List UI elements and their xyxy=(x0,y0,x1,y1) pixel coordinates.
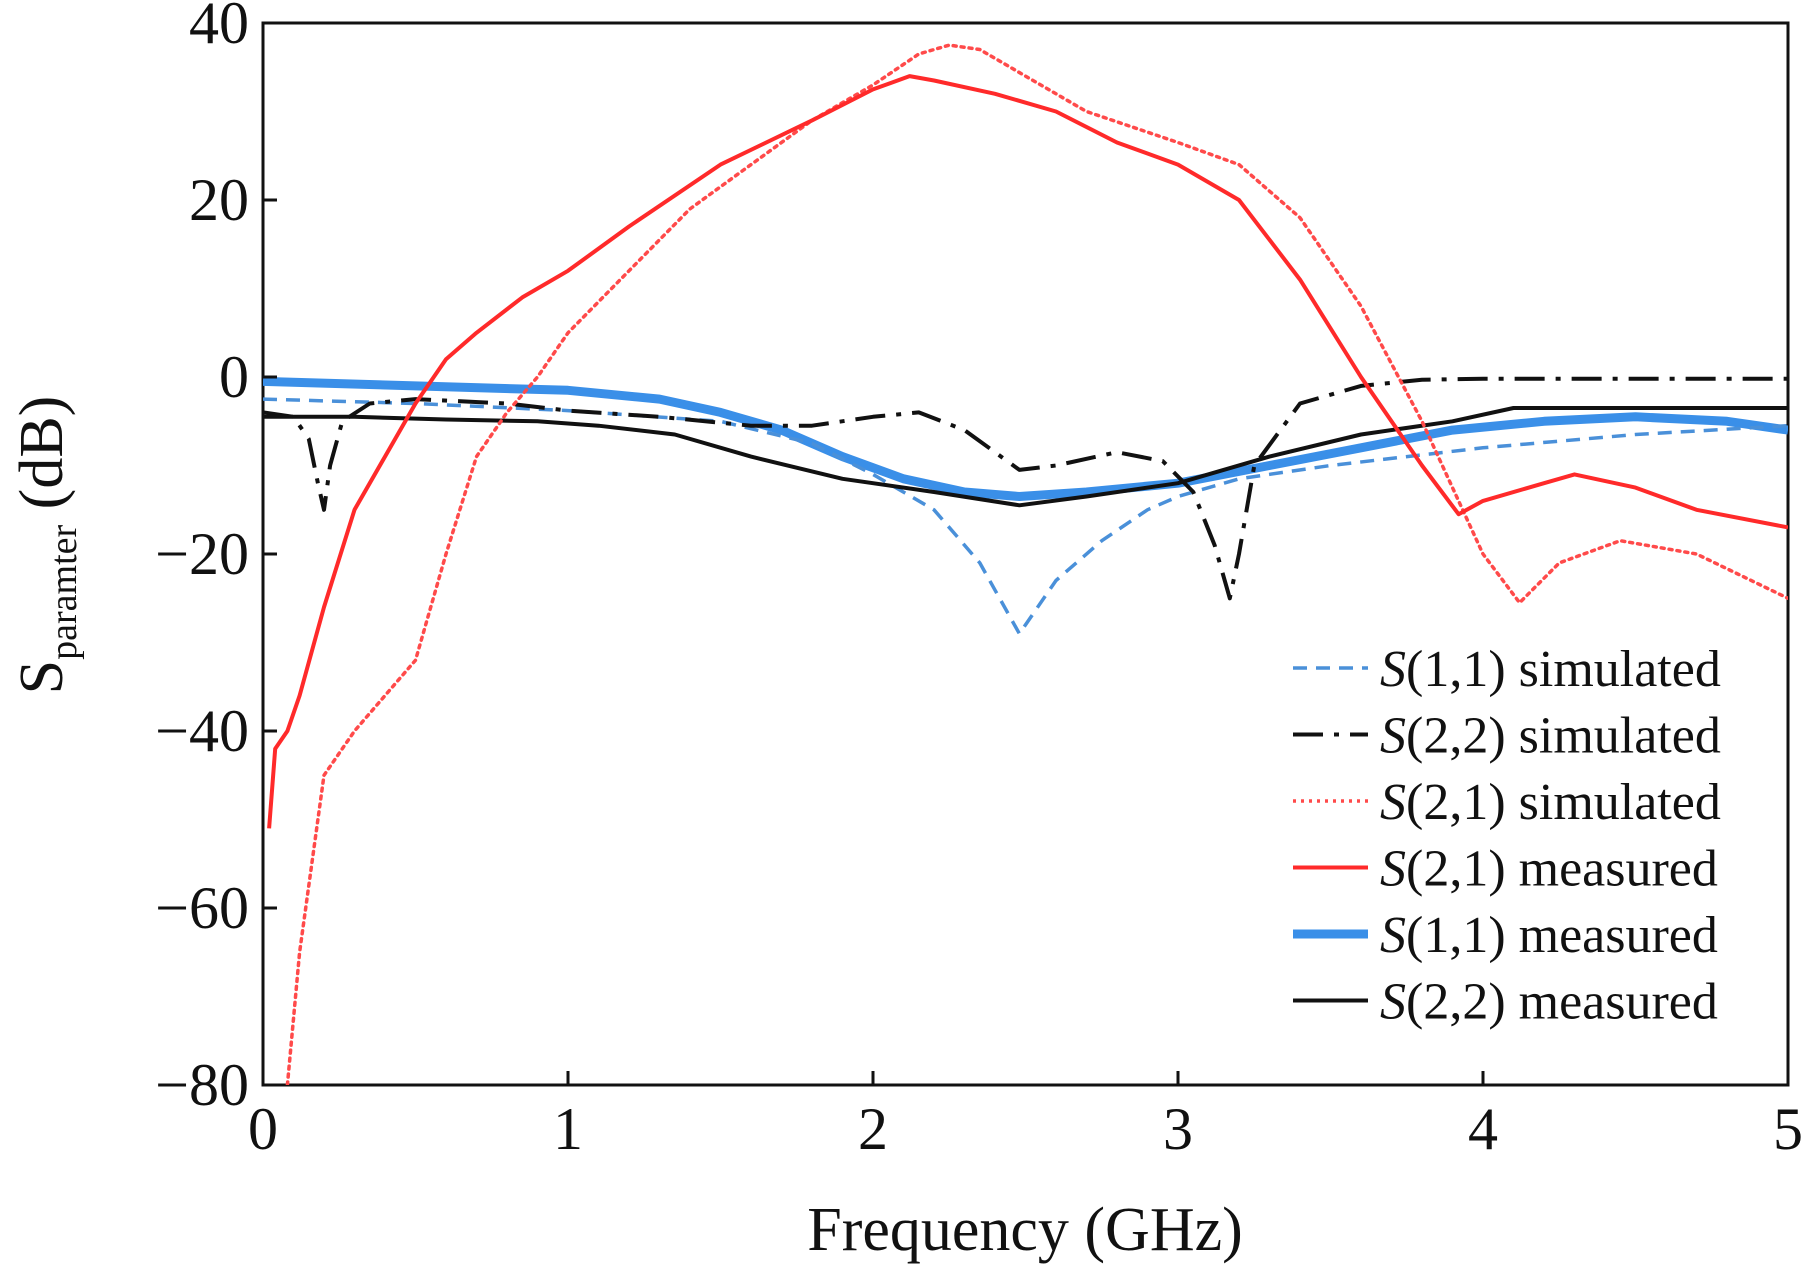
y-axis-title-subscript: paramter xyxy=(43,524,85,659)
legend-param: S xyxy=(1380,974,1406,1031)
legend-label: S(2,2) measured xyxy=(1380,974,1718,1031)
legend-label: S(1,1) simulated xyxy=(1380,641,1721,698)
series-line-5 xyxy=(263,406,1788,508)
legend-label: S(1,1) measured xyxy=(1380,907,1718,964)
legend-rest: (2,2) measured xyxy=(1406,974,1718,1031)
y-tick-label: −20 xyxy=(155,521,249,587)
y-axis-title-suffix: (dB) xyxy=(8,396,76,525)
legend-rest: (1,1) simulated xyxy=(1406,641,1721,698)
x-axis-title: Frequency (GHz) xyxy=(807,1196,1243,1264)
x-axis: 0 1 2 3 4 5 xyxy=(248,1071,1803,1162)
legend-rest: (2,1) simulated xyxy=(1406,774,1721,831)
legend-rest: (2,2) simulated xyxy=(1406,708,1721,765)
x-tick-label: 4 xyxy=(1468,1096,1498,1162)
y-tick-label: 20 xyxy=(189,167,249,233)
legend-rest: (1,1) measured xyxy=(1406,907,1718,964)
y-tick-label: −60 xyxy=(155,875,249,941)
y-axis-title-base: S xyxy=(8,660,76,694)
legend-label: S(2,2) simulated xyxy=(1380,708,1721,765)
series-line-0 xyxy=(263,397,1788,636)
series-line-2 xyxy=(285,43,1788,1085)
series-layer xyxy=(263,43,1788,1085)
x-tick-label: 0 xyxy=(248,1096,278,1162)
x-tick-label: 1 xyxy=(553,1096,583,1162)
legend-param: S xyxy=(1380,841,1406,898)
legend-label: S(2,1) simulated xyxy=(1380,774,1721,831)
x-tick-label: 2 xyxy=(858,1096,888,1162)
x-tick-label: 3 xyxy=(1163,1096,1193,1162)
x-tick-label: 5 xyxy=(1773,1096,1803,1162)
legend-param: S xyxy=(1380,641,1406,698)
legend-param: S xyxy=(1380,708,1406,765)
y-tick-label: 40 xyxy=(189,0,249,56)
y-tick-label: −80 xyxy=(155,1052,249,1118)
series-line-1 xyxy=(263,376,1788,601)
legend-param: S xyxy=(1380,774,1406,831)
y-axis-title: Sparamter (dB) xyxy=(8,396,85,695)
y-axis: 40 20 0 −20 −40 −60 −80 xyxy=(155,0,277,1118)
series-line-4 xyxy=(263,376,1788,501)
legend-label: S(2,1) measured xyxy=(1380,841,1718,898)
legend-rest: (2,1) measured xyxy=(1406,841,1718,898)
y-tick-label: −40 xyxy=(155,698,249,764)
series-line-3 xyxy=(267,74,1788,829)
y-tick-label: 0 xyxy=(219,344,249,410)
legend-param: S xyxy=(1380,907,1406,964)
